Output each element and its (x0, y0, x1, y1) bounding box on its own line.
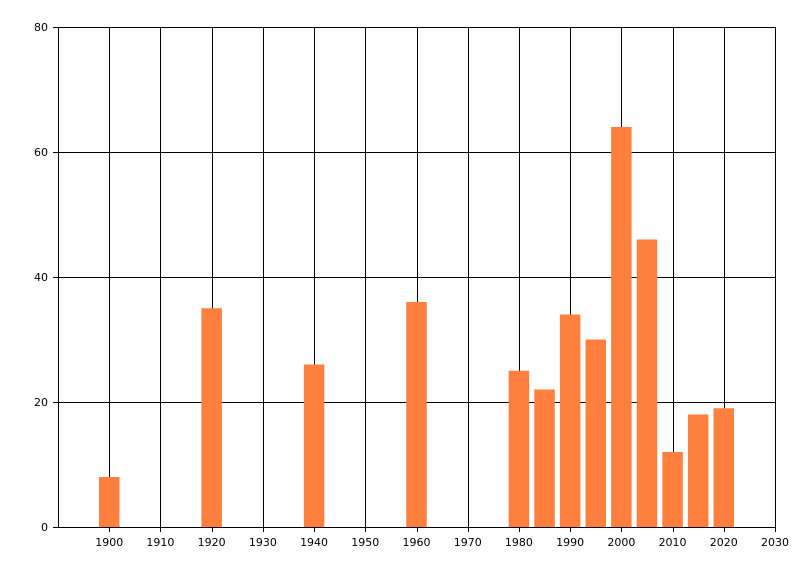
bar-1940 (303, 364, 325, 527)
y-tick-label-20: 20 (34, 396, 48, 409)
y-tick-label-0: 0 (41, 521, 48, 534)
x-tick-label-2000: 2000 (607, 536, 635, 549)
bar-1995 (585, 339, 606, 527)
x-tick-label-1960: 1960 (403, 536, 431, 549)
bar-2010 (662, 452, 683, 527)
bars (98, 127, 735, 527)
tick-labels: 1900 1910 1920 1930 1940 1950 1960 1970 1980 1990… (34, 21, 789, 549)
x-tick-label-1940: 1940 (300, 536, 328, 549)
x-tick-label-2010: 2010 (659, 536, 687, 549)
y-tick-label-80: 80 (34, 21, 48, 34)
x-tick-label-2020: 2020 (710, 536, 738, 549)
y-tick-label-40: 40 (34, 271, 48, 284)
x-tick-label-2030: 2030 (761, 536, 789, 549)
x-tick-label-1990: 1990 (556, 536, 584, 549)
bar-2015 (687, 414, 709, 527)
bar-1985 (534, 389, 555, 527)
x-tick-label-1930: 1930 (249, 536, 277, 549)
axes (58, 27, 775, 528)
y-tick-label-60: 60 (34, 146, 48, 159)
bar-1990 (559, 314, 581, 527)
x-tick-label-1950: 1950 (351, 536, 379, 549)
bar-1960 (406, 302, 427, 527)
bar-1900 (98, 477, 120, 527)
grid (53, 27, 776, 532)
bar-1920 (201, 308, 222, 527)
x-tick-label-1910: 1910 (146, 536, 174, 549)
x-tick-label-1920: 1920 (198, 536, 226, 549)
bar-2000 (611, 127, 632, 527)
bar-2005 (636, 239, 658, 527)
bar-1980 (508, 370, 530, 527)
x-tick-label-1970: 1970 (454, 536, 482, 549)
x-tick-label-1900: 1900 (95, 536, 123, 549)
x-tick-label-1980: 1980 (505, 536, 533, 549)
bar-2020 (713, 408, 735, 527)
